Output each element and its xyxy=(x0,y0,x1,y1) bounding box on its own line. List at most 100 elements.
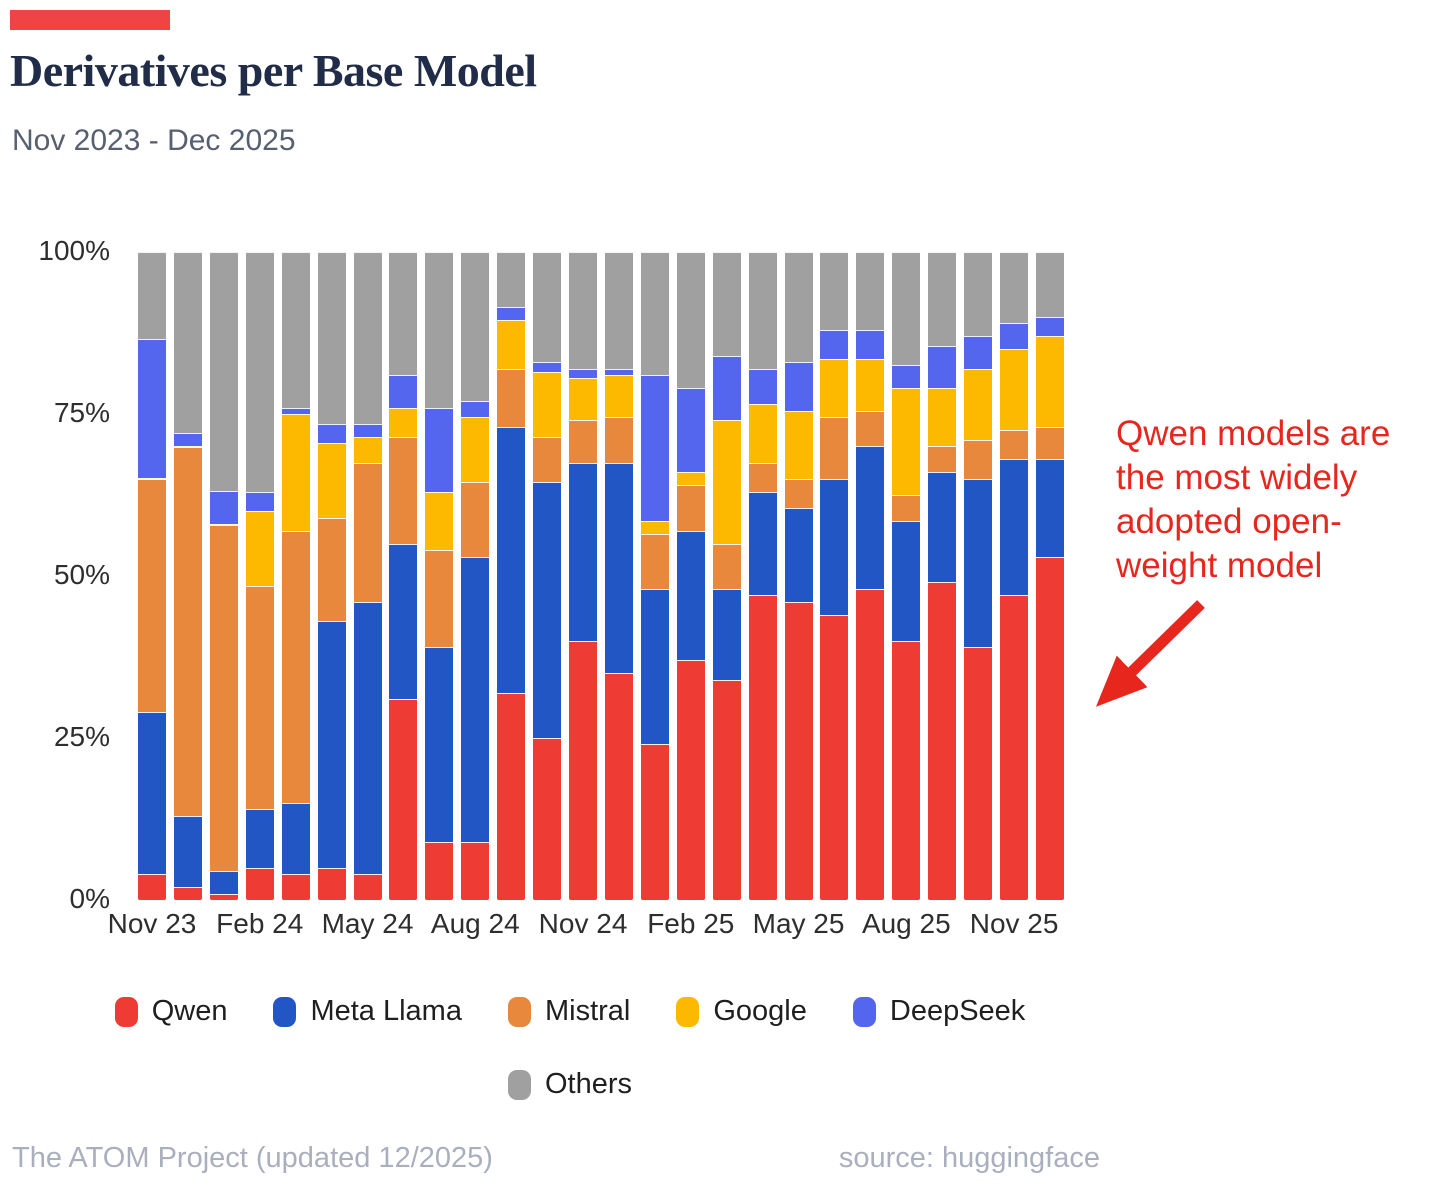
legend-item-mistral[interactable]: Mistral xyxy=(507,995,630,1028)
segment-qwen-jul-25[interactable] xyxy=(856,588,885,900)
segment-mistral-jan-24[interactable] xyxy=(209,524,238,871)
segment-google-feb-24[interactable] xyxy=(245,511,274,586)
segment-meta-llama-jun-24[interactable] xyxy=(389,543,418,700)
segment-qwen-jul-24[interactable] xyxy=(425,841,454,900)
segment-others-sep-25[interactable] xyxy=(928,252,957,346)
segment-others-sep-24[interactable] xyxy=(497,252,526,308)
segment-mistral-dec-25[interactable] xyxy=(1036,426,1064,460)
segment-qwen-nov-24[interactable] xyxy=(569,640,598,900)
bar-oct-25[interactable] xyxy=(964,252,993,900)
segment-deepseek-aug-25[interactable] xyxy=(892,365,921,389)
segment-google-apr-25[interactable] xyxy=(748,404,777,463)
segment-mistral-aug-24[interactable] xyxy=(461,482,490,557)
segment-qwen-apr-25[interactable] xyxy=(748,595,777,900)
bar-nov-24[interactable] xyxy=(569,252,598,900)
segment-qwen-sep-24[interactable] xyxy=(497,692,526,900)
segment-qwen-dec-23[interactable] xyxy=(173,887,202,900)
segment-meta-llama-dec-25[interactable] xyxy=(1036,459,1064,557)
segment-mistral-nov-23[interactable] xyxy=(138,479,166,713)
segment-google-jul-25[interactable] xyxy=(856,358,885,411)
segment-others-oct-25[interactable] xyxy=(964,252,993,337)
segment-google-dec-25[interactable] xyxy=(1036,336,1064,427)
segment-google-jun-25[interactable] xyxy=(820,358,849,418)
segment-meta-llama-mar-25[interactable] xyxy=(712,588,741,680)
segment-qwen-apr-24[interactable] xyxy=(317,867,346,900)
bar-jan-24[interactable] xyxy=(209,252,238,900)
bar-jun-25[interactable] xyxy=(820,252,849,900)
segment-meta-llama-jan-25[interactable] xyxy=(640,588,669,745)
legend-item-meta-llama[interactable]: Meta Llama xyxy=(273,995,462,1028)
segment-qwen-nov-23[interactable] xyxy=(138,874,166,900)
bar-feb-25[interactable] xyxy=(676,252,705,900)
segment-deepseek-nov-25[interactable] xyxy=(1000,323,1029,350)
segment-google-feb-25[interactable] xyxy=(676,472,705,486)
bar-jul-25[interactable] xyxy=(856,252,885,900)
legend-item-qwen[interactable]: Qwen xyxy=(114,995,227,1028)
segment-mistral-apr-25[interactable] xyxy=(748,462,777,492)
segment-mistral-aug-25[interactable] xyxy=(892,494,921,521)
segment-google-dec-24[interactable] xyxy=(604,375,633,418)
bar-aug-24[interactable] xyxy=(461,252,490,900)
segment-mistral-oct-25[interactable] xyxy=(964,439,993,479)
segment-qwen-aug-25[interactable] xyxy=(892,640,921,900)
segment-others-jul-24[interactable] xyxy=(425,252,454,408)
segment-google-sep-25[interactable] xyxy=(928,388,957,447)
segment-deepseek-jun-24[interactable] xyxy=(389,375,418,408)
segment-meta-llama-may-24[interactable] xyxy=(353,601,382,875)
bar-jul-24[interactable] xyxy=(425,252,454,900)
segment-qwen-dec-24[interactable] xyxy=(604,673,633,900)
segment-meta-llama-aug-24[interactable] xyxy=(461,556,490,842)
segment-qwen-sep-25[interactable] xyxy=(928,582,957,900)
bar-apr-24[interactable] xyxy=(317,252,346,900)
segment-google-aug-25[interactable] xyxy=(892,388,921,495)
segment-qwen-nov-25[interactable] xyxy=(1000,595,1029,900)
segment-google-apr-24[interactable] xyxy=(317,443,346,518)
segment-mistral-jul-25[interactable] xyxy=(856,410,885,447)
bar-may-25[interactable] xyxy=(784,252,813,900)
segment-qwen-oct-24[interactable] xyxy=(533,737,562,900)
segment-others-nov-25[interactable] xyxy=(1000,252,1029,324)
segment-mistral-mar-25[interactable] xyxy=(712,543,741,589)
segment-others-nov-24[interactable] xyxy=(569,252,598,369)
segment-meta-llama-apr-24[interactable] xyxy=(317,621,346,868)
segment-meta-llama-feb-25[interactable] xyxy=(676,530,705,661)
bar-mar-24[interactable] xyxy=(281,252,310,900)
segment-others-jan-25[interactable] xyxy=(640,252,669,376)
segment-deepseek-dec-23[interactable] xyxy=(173,433,202,447)
segment-deepseek-mar-24[interactable] xyxy=(281,407,310,414)
legend-item-others[interactable]: Others xyxy=(507,1068,632,1101)
bar-mar-25[interactable] xyxy=(712,252,741,900)
segment-others-jun-24[interactable] xyxy=(389,252,418,376)
segment-qwen-jun-25[interactable] xyxy=(820,614,849,900)
segment-deepseek-jan-25[interactable] xyxy=(640,375,669,521)
segment-others-feb-25[interactable] xyxy=(676,252,705,389)
segment-meta-llama-jul-25[interactable] xyxy=(856,446,885,589)
segment-qwen-mar-25[interactable] xyxy=(712,679,741,900)
segment-google-aug-24[interactable] xyxy=(461,417,490,483)
segment-google-nov-25[interactable] xyxy=(1000,349,1029,431)
segment-deepseek-feb-25[interactable] xyxy=(676,388,705,473)
segment-deepseek-apr-25[interactable] xyxy=(748,368,777,405)
segment-google-jul-24[interactable] xyxy=(425,491,454,551)
segment-mistral-jan-25[interactable] xyxy=(640,533,669,589)
bar-jun-24[interactable] xyxy=(389,252,418,900)
segment-others-dec-23[interactable] xyxy=(173,252,202,434)
segment-meta-llama-jul-24[interactable] xyxy=(425,647,454,842)
segment-deepseek-mar-25[interactable] xyxy=(712,355,741,421)
bar-feb-24[interactable] xyxy=(245,252,274,900)
segment-qwen-jan-24[interactable] xyxy=(209,893,238,900)
segment-qwen-jun-24[interactable] xyxy=(389,699,418,900)
segment-others-apr-24[interactable] xyxy=(317,252,346,424)
segment-google-jan-24[interactable] xyxy=(209,523,238,525)
segment-deepseek-jun-25[interactable] xyxy=(820,329,849,359)
segment-qwen-may-25[interactable] xyxy=(784,601,813,900)
segment-qwen-feb-25[interactable] xyxy=(676,660,705,900)
segment-deepseek-dec-24[interactable] xyxy=(604,368,633,376)
segment-google-may-25[interactable] xyxy=(784,410,813,479)
bar-sep-24[interactable] xyxy=(497,252,526,900)
segment-mistral-nov-24[interactable] xyxy=(569,420,598,463)
segment-meta-llama-jun-25[interactable] xyxy=(820,478,849,615)
segment-others-nov-23[interactable] xyxy=(138,252,166,340)
segment-google-mar-24[interactable] xyxy=(281,413,310,531)
segment-mistral-may-24[interactable] xyxy=(353,462,382,602)
